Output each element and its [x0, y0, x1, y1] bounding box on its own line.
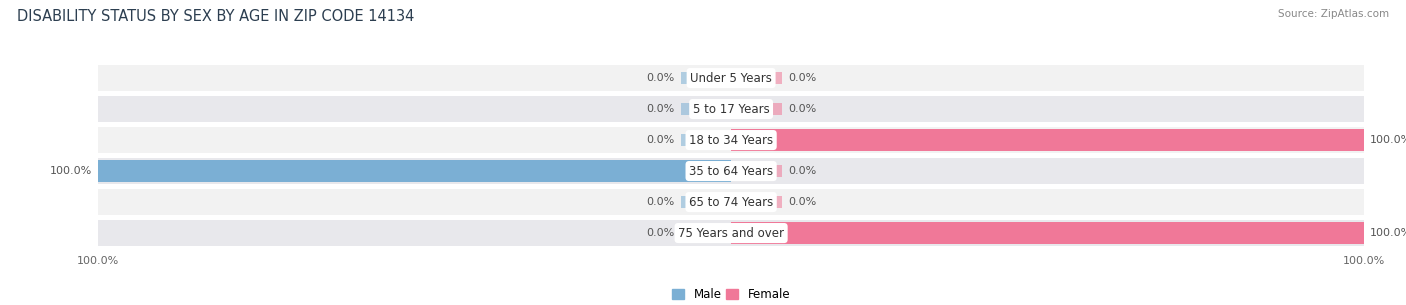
Text: 0.0%: 0.0%	[645, 135, 675, 145]
Legend: Male, Female: Male, Female	[672, 288, 790, 301]
Bar	[98, 158, 1364, 184]
Bar	[731, 73, 782, 84]
Bar	[681, 228, 731, 239]
Text: Under 5 Years: Under 5 Years	[690, 72, 772, 84]
Text: 5 to 17 Years: 5 to 17 Years	[693, 102, 769, 116]
Text: 100.0%: 100.0%	[49, 166, 91, 176]
Bar	[98, 96, 1364, 122]
Bar	[98, 189, 1364, 215]
Text: 0.0%: 0.0%	[645, 197, 675, 207]
Text: 18 to 34 Years: 18 to 34 Years	[689, 134, 773, 146]
Text: 100.0%: 100.0%	[1369, 135, 1406, 145]
Bar	[731, 222, 1364, 244]
Bar	[681, 103, 731, 115]
Bar	[681, 73, 731, 84]
Bar	[731, 196, 782, 208]
Text: DISABILITY STATUS BY SEX BY AGE IN ZIP CODE 14134: DISABILITY STATUS BY SEX BY AGE IN ZIP C…	[17, 9, 415, 24]
Bar	[731, 166, 782, 177]
Bar	[731, 103, 782, 115]
Text: 0.0%: 0.0%	[645, 228, 675, 238]
Text: Source: ZipAtlas.com: Source: ZipAtlas.com	[1278, 9, 1389, 19]
Text: 65 to 74 Years: 65 to 74 Years	[689, 196, 773, 209]
Text: 35 to 64 Years: 35 to 64 Years	[689, 165, 773, 178]
Text: 0.0%: 0.0%	[645, 73, 675, 83]
Text: 0.0%: 0.0%	[645, 104, 675, 114]
Bar	[731, 129, 1364, 151]
Bar	[98, 127, 1364, 153]
Text: 0.0%: 0.0%	[787, 73, 817, 83]
Text: 0.0%: 0.0%	[787, 166, 817, 176]
Text: 100.0%: 100.0%	[1369, 228, 1406, 238]
Text: 0.0%: 0.0%	[787, 197, 817, 207]
Bar	[681, 196, 731, 208]
Bar	[98, 220, 1364, 246]
Bar	[681, 135, 731, 145]
Text: 75 Years and over: 75 Years and over	[678, 227, 785, 239]
Bar	[98, 65, 1364, 91]
Text: 0.0%: 0.0%	[787, 104, 817, 114]
Bar	[98, 160, 731, 182]
